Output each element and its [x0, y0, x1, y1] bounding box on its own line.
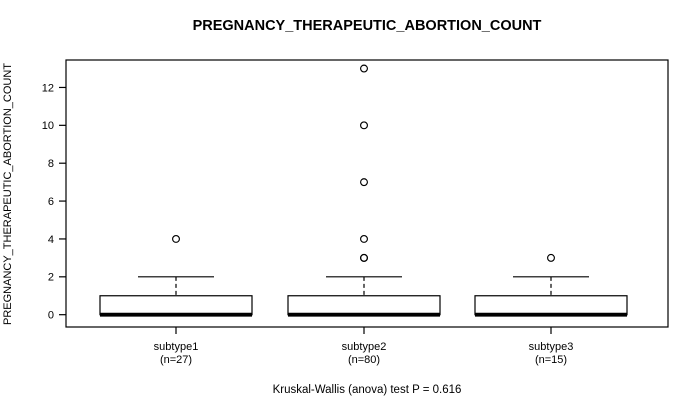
plot-border: [65, 59, 669, 328]
plot-area: 0 2 4 6 8 10 12 subtype1(n=27) subtype2(n=80) sub…: [42, 59, 669, 366]
y-tick-label: 0: [48, 310, 54, 322]
y-tick-label: 12: [42, 82, 54, 94]
x-axis-group-label: subtype3: [529, 341, 574, 353]
y-tick-label: 4: [48, 234, 54, 246]
outlier-point: [360, 253, 368, 262]
y-tick-label: 10: [42, 120, 54, 132]
x-axis-group-label: subtype2: [342, 341, 387, 353]
x-axis-group-sublabel: (n=15): [535, 354, 567, 366]
outlier-point: [360, 234, 368, 243]
outlier-point: [547, 253, 555, 262]
chart-title: PREGNANCY_THERAPEUTIC_ABORTION_COUNT: [193, 18, 542, 34]
outlier-point: [360, 178, 368, 187]
y-axis-label: PREGNANCY_THERAPEUTIC_ABORTION_COUNT: [2, 63, 14, 325]
outlier-point: [360, 64, 368, 73]
iqr-box: [474, 295, 628, 316]
outlier-point: [360, 121, 368, 130]
stat-test-caption: Kruskal-Wallis (anova) test P = 0.616: [273, 384, 462, 396]
y-tick-label: 6: [48, 196, 54, 208]
y-tick-label: 2: [48, 272, 54, 284]
x-axis-group-sublabel: (n=27): [160, 354, 192, 366]
iqr-box: [99, 295, 253, 316]
iqr-box: [287, 295, 441, 316]
x-axis-group-label: subtype1: [154, 341, 199, 353]
x-axis-group-sublabel: (n=80): [348, 354, 380, 366]
outlier-point: [172, 234, 180, 243]
y-tick-label: 8: [48, 158, 54, 170]
